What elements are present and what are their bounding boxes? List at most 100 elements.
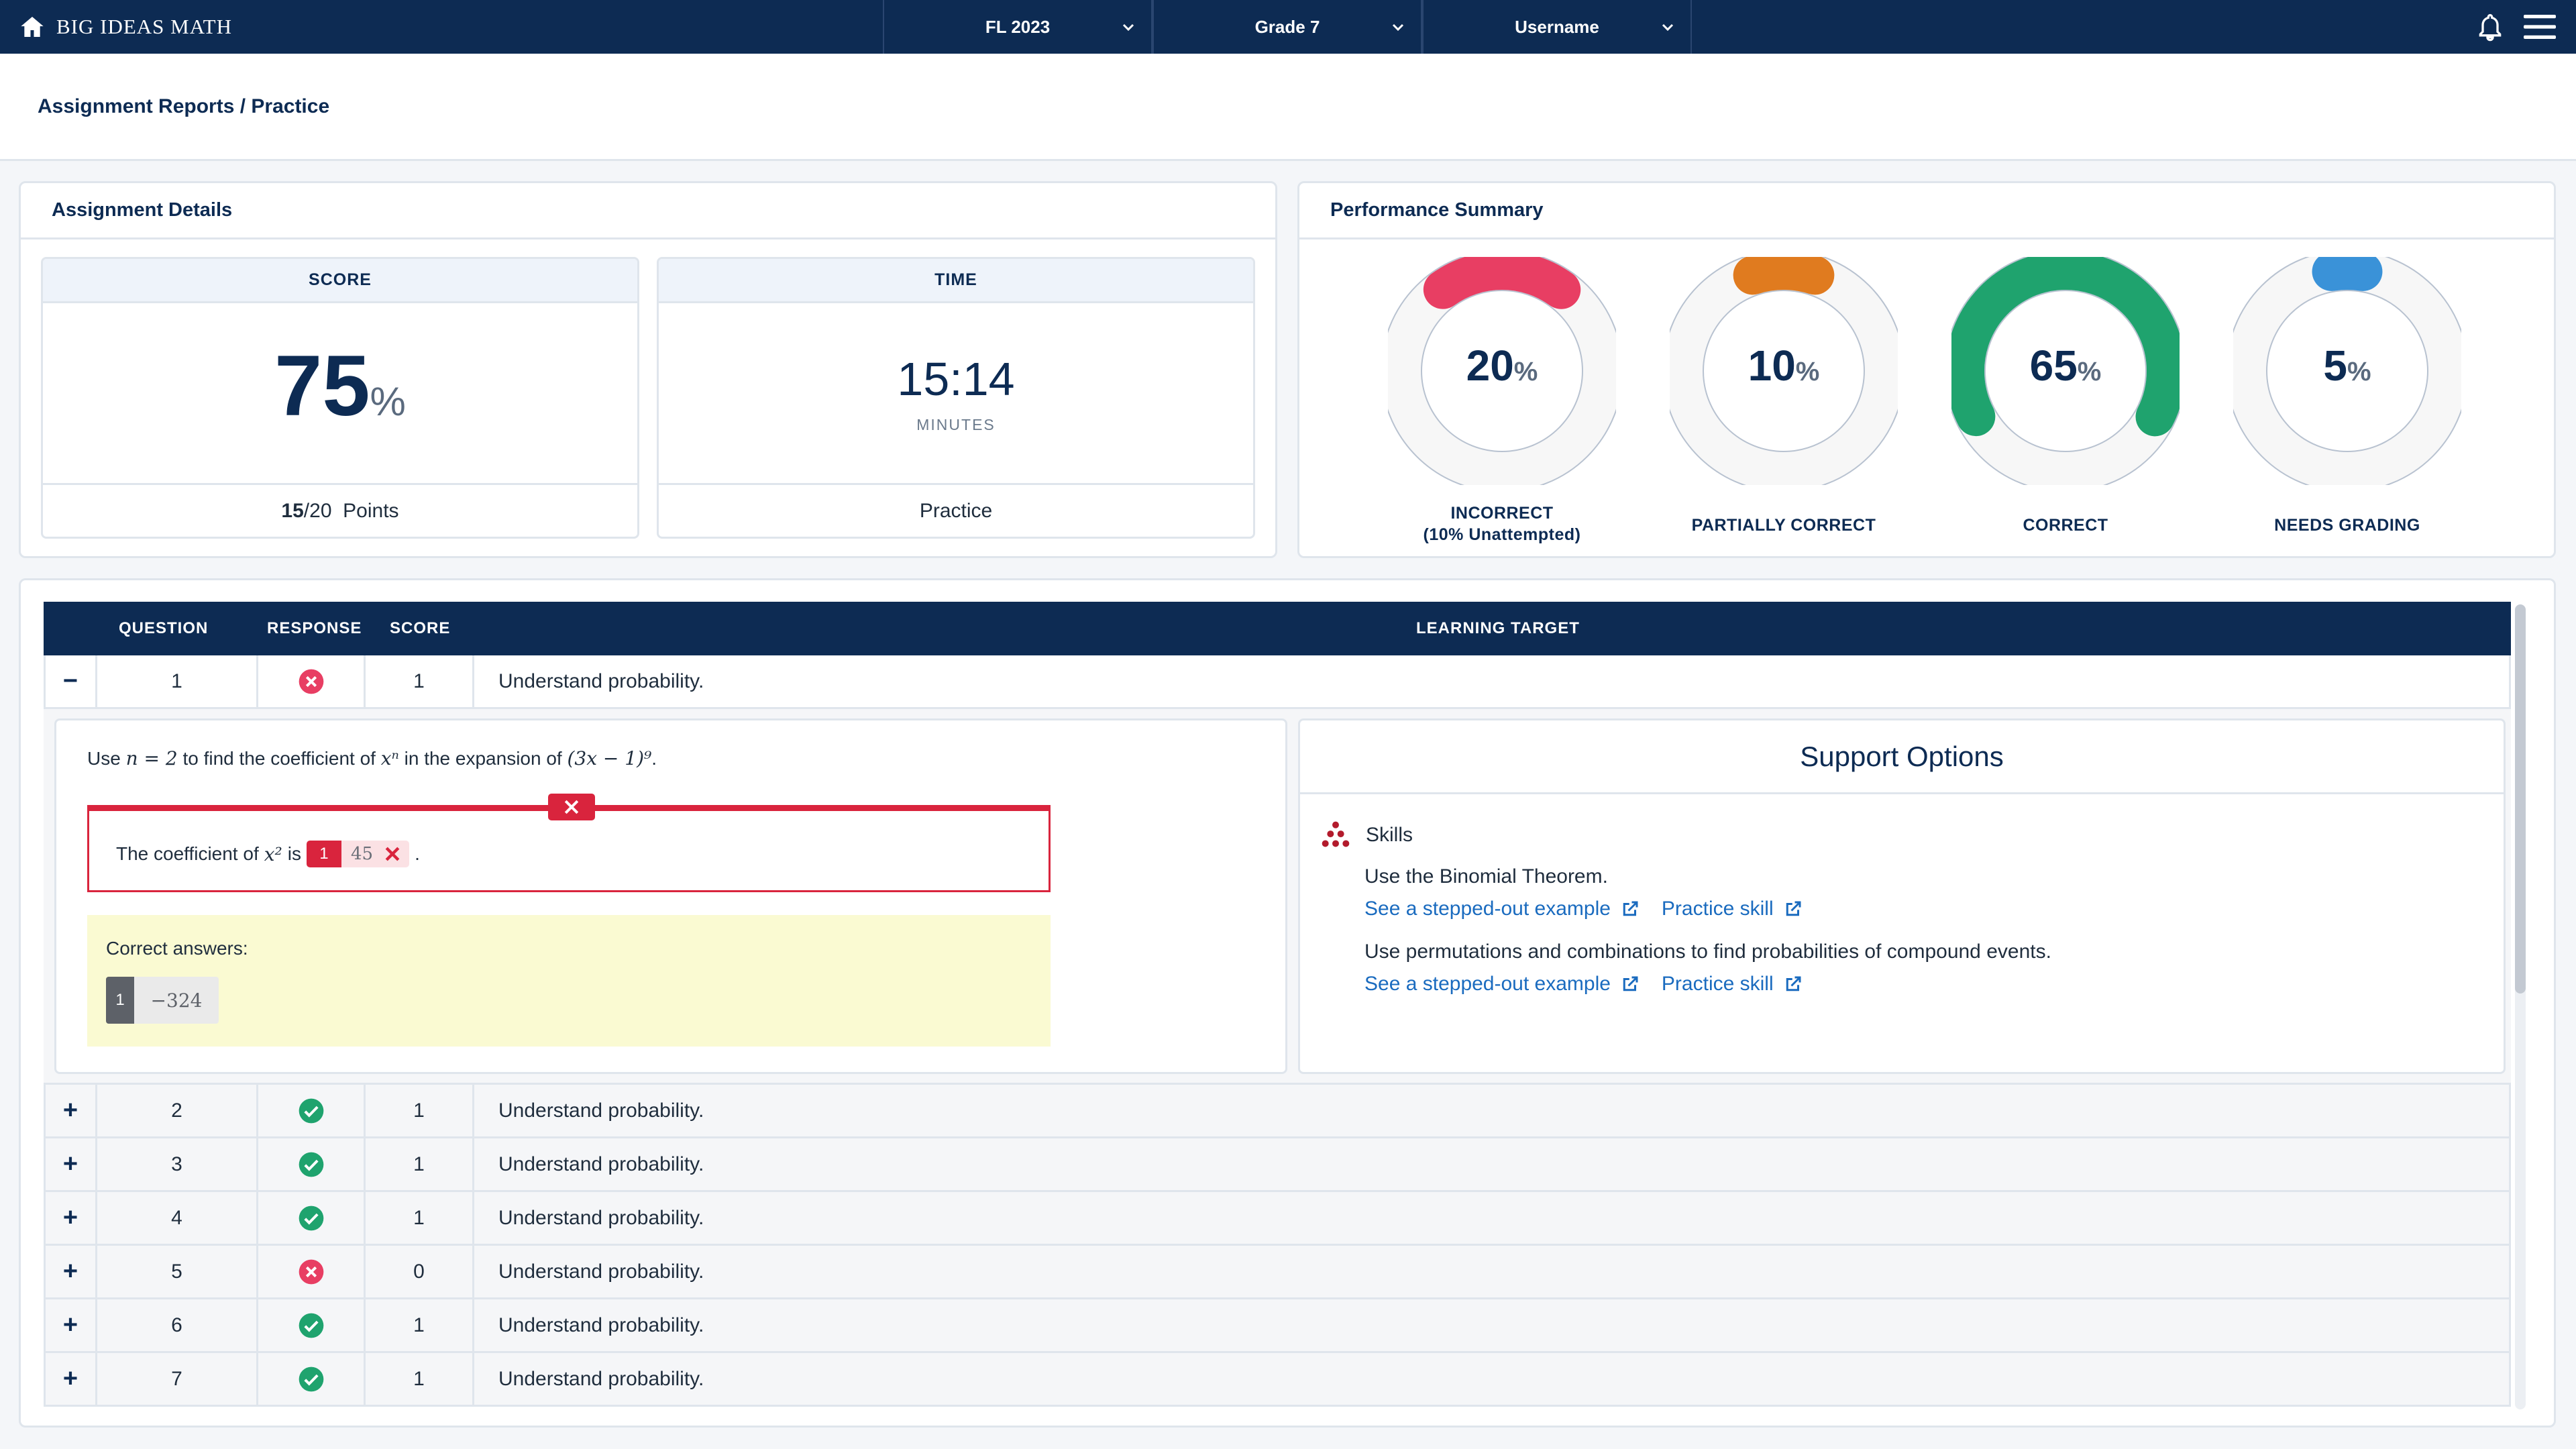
question-detail: Use n = 2 to find the coefficient of xⁿ … [44,709,2511,1085]
grade-dropdown[interactable]: Grade 7 [1152,0,1422,54]
donut-label: INCORRECT (10% Unattempted) [1361,502,1643,545]
expand-toggle[interactable]: + [44,1299,97,1351]
prompt-math-expression: (3x − 1)⁹ [567,747,652,769]
question-card: Use n = 2 to find the coefficient of xⁿ … [54,718,1287,1074]
skill-item: Use permutations and combinations to fin… [1364,941,2051,963]
check-circle-icon [299,1313,323,1338]
user-dropdown[interactable]: Username [1422,0,1692,54]
practice-skill-link[interactable]: Practice skill [1662,973,1803,996]
learning-target: Understand probability. [474,1353,2511,1405]
donut-label-text: CORRECT [2023,516,2108,535]
question-score: 1 [366,1192,474,1244]
table-row[interactable]: +2 1 Understand probability. [44,1085,2511,1138]
prompt-text: . [651,748,657,769]
donut-unit: % [1795,357,1820,386]
check-circle-icon [299,1366,323,1391]
correct-answer-index: 1 [106,977,134,1024]
link-label: See a stepped-out example [1364,973,1611,995]
column-header-response: RESPONSE [267,619,362,637]
assignment-details-title: Assignment Details [21,183,1275,239]
correct-answer-chip: 1 −324 [106,977,219,1024]
donut-label: NEEDS GRADING [2206,515,2488,536]
expand-toggle[interactable]: + [44,1246,97,1297]
donut-label: PARTIALLY CORRECT [1643,515,1925,536]
close-icon [564,800,579,814]
answer-value: 45 [350,844,374,864]
donut-label-text: PARTIALLY CORRECT [1691,516,1876,535]
brand-name: BIG IDEAS MATH [56,15,232,38]
donut-chart [2233,257,2461,485]
external-link-icon [1786,901,1801,916]
question-score: 1 [366,1138,474,1190]
external-link-icon [1786,976,1801,991]
table-row[interactable]: +6 1 Understand probability. [44,1299,2511,1353]
scrollbar[interactable] [2515,604,2526,1409]
expand-toggle[interactable]: + [44,1138,97,1190]
correct-answers-label: Correct answers: [106,938,248,959]
prompt-text: Use [87,748,121,769]
question-number: 7 [97,1353,258,1405]
top-nav-bar: BIG IDEAS MATH FL 2023 Grade 7 Username [0,0,2576,54]
expand-toggle[interactable]: + [44,1085,97,1136]
table-row[interactable]: +5 0 Understand probability. [44,1246,2511,1299]
expand-toggle[interactable]: + [44,1353,97,1405]
stepped-out-example-link[interactable]: See a stepped-out example [1364,898,1640,920]
prompt-math-n: n = 2 [125,747,178,769]
donut-number: 10 [1748,341,1796,390]
prompt-math-x: xⁿ [380,747,399,769]
answer-math-x: x² [264,843,282,865]
x-circle-icon [299,1259,323,1284]
response-status [258,1192,366,1244]
scrollbar-thumb[interactable] [2515,604,2526,994]
year-dropdown[interactable]: FL 2023 [883,0,1152,54]
learning-target: Understand probability. [474,1138,2511,1190]
performance-donut: 5% NEEDS GRADING [2206,257,2488,552]
assignment-mode: Practice [659,483,1253,537]
table-row[interactable]: +3 1 Understand probability. [44,1138,2511,1192]
bell-icon[interactable] [2475,12,2505,42]
check-circle-icon [299,1098,323,1123]
question-number: 2 [97,1085,258,1136]
practice-skill-link[interactable]: Practice skill [1662,898,1803,920]
correct-answer-value: −324 [134,977,219,1024]
response-status [258,1138,366,1190]
question-score: 0 [366,1246,474,1297]
check-circle-icon [299,1152,323,1177]
expand-toggle[interactable]: + [44,1192,97,1244]
skills-heading: Skills [1320,820,1413,851]
donut-label: CORRECT [1925,515,2206,536]
correct-answers-box: Correct answers: 1 −324 [87,915,1051,1046]
question-number: 1 [97,655,258,707]
learning-target: Understand probability. [474,1299,2511,1351]
skills-label: Skills [1366,824,1413,846]
donut-number: 65 [2029,341,2078,390]
response-status [258,1246,366,1297]
response-status [258,1085,366,1136]
question-score: 1 [366,1353,474,1405]
question-score: 1 [366,1299,474,1351]
skill-links: See a stepped-out example Practice skill [1364,973,1803,996]
questions-panel: QUESTION RESPONSE SCORE LEARNING TARGET … [19,578,2556,1428]
donut-value: 20% [1361,344,1643,387]
question-score: 1 [366,655,474,707]
column-header-score: SCORE [390,619,451,637]
table-row[interactable]: −1 1 Understand probability. [44,655,2511,709]
prompt-text: to find the coefficient of [182,748,376,769]
stepped-out-example-link[interactable]: See a stepped-out example [1364,973,1640,996]
link-label: Practice skill [1661,973,1774,995]
score-card: SCORE 75% 15/20 Points [41,257,639,539]
collapse-toggle[interactable]: − [44,655,97,707]
table-row[interactable]: +4 1 Understand probability. [44,1192,2511,1246]
donut-value: 5% [2206,344,2488,387]
support-options-card: Support Options Skills Use the Binomial … [1298,718,2506,1074]
answer-value-wrap: 45 [341,841,410,867]
answer-text: The coefficient of [116,843,259,864]
breadcrumb[interactable]: Assignment Reports / Practice [38,95,330,117]
student-answer-box: The coefficient of x² is 1 45 . [87,794,1051,892]
hamburger-menu-icon[interactable] [2524,13,2556,40]
score-unit: % [370,379,406,424]
column-header-learning-target: LEARNING TARGET [1416,619,1580,637]
table-row[interactable]: +7 1 Understand probability. [44,1353,2511,1407]
answer-text: is [287,843,301,864]
brand-home-link[interactable]: BIG IDEAS MATH [19,0,232,54]
